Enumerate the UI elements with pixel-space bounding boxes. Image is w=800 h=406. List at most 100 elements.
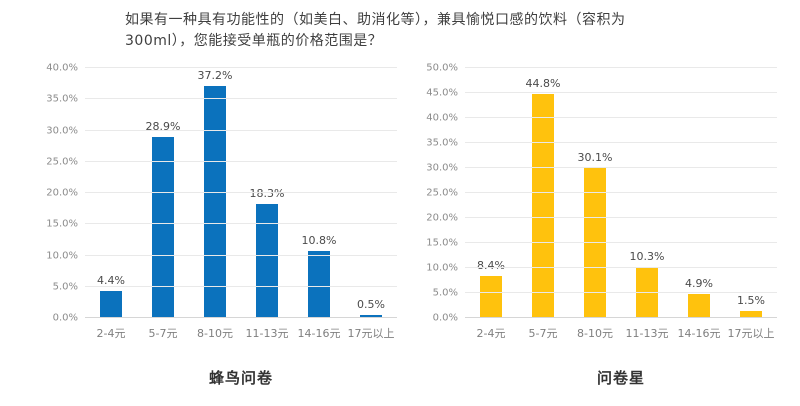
gridline [85,223,397,225]
chart-wenjuanxing-survey: 0.0% 5.0% 10.0% 15.0% 20.0% 25.0% 30.0% 35.0% 40… [425,63,777,388]
question-title-line2: 300ml），您能接受单瓶的价格范围是？ [125,33,383,49]
bar [532,94,554,318]
chart-body: 0.0% 5.0% 10.0% 15.0% 20.0% 25.0% 30.0% 35.0% 40… [425,63,777,324]
y-axis-tick-label: 35.0% [46,93,78,105]
chart-body: 0.0% 5.0% 10.0% 15.0% 20.0% 25.0% 30.0% 35.0% 40… [45,63,397,324]
gridline [465,217,777,218]
bar-value-label: 18.3% [249,186,285,200]
x-axis: 2-4元 5-7元 8-10元 11-13元 14-16元 17元以上 [85,325,397,341]
bar-value-label: 4.4% [97,273,125,287]
x-axis-category-label: 17元以上 [727,327,775,340]
gridline [85,192,397,193]
bar-value-label: 4.9% [685,276,713,290]
bar-columns: 8.4% 44.8% 30.1% 10.3% 4.9% 1.5% [465,68,777,318]
y-axis-tick-label: 0.0% [52,312,78,324]
y-axis-tick-label: 45.0% [426,87,458,99]
gridline [85,129,397,131]
gridline [465,167,777,168]
y-axis-tick-label: 30.0% [46,125,78,136]
x-axis-category-label: 17元以上 [347,327,395,340]
bar-value-label: 30.1% [577,150,613,164]
gridline [85,254,397,256]
gridline [465,267,777,268]
y-axis-tick-label: 5.0% [432,287,458,299]
y-axis-tick-label: 40.0% [426,112,458,124]
x-axis-category-label: 5-7元 [528,327,558,340]
y-axis-tick-label: 5.0% [52,281,78,293]
charts-row: 0.0% 5.0% 10.0% 15.0% 20.0% 25.0% 30.0% 35.0% 40… [0,63,800,388]
y-axis-tick-label: 10.0% [426,262,458,274]
bar-value-label: 0.5% [357,297,385,311]
bar [256,203,278,318]
gridline [465,242,777,243]
x-axis-baseline [465,317,777,318]
bar-value-label: 28.9% [145,120,181,134]
bar-value-label: 10.3% [629,249,665,263]
bar-column: 44.8% [517,68,569,318]
question-title-line1: 如果有一种具有功能性的（如美白、助消化等），兼具愉悦口感的饮料（容积为 [125,12,626,28]
bar-column: 4.4% [85,68,137,318]
bar-column: 0.5% [345,68,397,318]
bar [152,137,174,318]
bar-columns: 4.4% 28.9% 37.2% 18.3% 10.8% 0.5% [85,68,397,318]
y-axis-tick-label: 0.0% [432,312,458,324]
x-axis-category-label: 14-16元 [297,327,341,340]
gridline [465,292,777,293]
gridline [465,67,777,68]
bar-value-label: 8.4% [477,259,505,272]
gridline [85,160,397,162]
gridline [85,98,397,100]
bar-column: 10.3% [621,68,673,318]
gridline [85,285,397,287]
y-axis-tick-label: 35.0% [426,137,458,149]
bar-column: 18.3% [241,68,293,318]
x-axis-category-label: 14-16元 [677,327,721,340]
gridline [465,142,777,143]
x-axis-category-label: 11-13元 [245,327,289,340]
bar-value-label: 44.8% [525,77,561,90]
bar [480,276,502,318]
plot-area: 8.4% 44.8% 30.1% 10.3% 4.9% 1.5% [465,67,777,318]
bar-value-label: 10.8% [301,233,337,247]
bar [308,250,330,318]
x-axis-category-label: 2-4元 [96,327,126,340]
chart-fengniao-survey: 0.0% 5.0% 10.0% 15.0% 20.0% 25.0% 30.0% 35.0% 40… [45,63,397,388]
y-axis-tick-label: 40.0% [46,62,78,74]
gridline [465,92,777,93]
bar-column: 8.4% [465,68,517,318]
bar-value-label: 1.5% [737,293,765,307]
gridline [465,192,777,193]
bar-column: 4.9% [673,68,725,318]
question-title: 如果有一种具有功能性的（如美白、助消化等），兼具愉悦口感的饮料（容积为 300m… [125,10,705,52]
y-axis-tick-label: 25.0% [46,156,78,168]
bar-column: 1.5% [725,68,777,318]
y-axis-tick-label: 15.0% [426,237,458,249]
bar-column: 28.9% [137,68,189,318]
x-axis-category-label: 11-13元 [625,327,669,340]
y-axis-tick-label: 20.0% [426,212,458,224]
x-axis-baseline [85,317,397,318]
bar [740,310,762,318]
plot-area: 4.4% 28.9% 37.2% 18.3% 10.8% 0.5% [85,67,397,318]
y-axis: 0.0% 5.0% 10.0% 15.0% 20.0% 25.0% 30.0% 35.0% 40… [45,63,85,324]
gridline [465,117,777,118]
bar [204,85,226,318]
bar [688,293,710,318]
bar [360,314,382,318]
y-axis-tick-label: 15.0% [46,218,78,230]
bar [100,290,122,318]
chart-title: 蜂鸟问卷 [208,369,273,387]
bar-value-label: 37.2% [197,68,233,82]
bar-column: 37.2% [189,68,241,318]
x-axis-category-label: 2-4元 [476,327,506,340]
x-axis: 2-4元 5-7元 8-10元 11-13元 14-16元 17元以上 [465,325,777,341]
y-axis-tick-label: 10.0% [46,250,78,261]
chart-title: 问卷星 [596,369,645,387]
y-axis-tick-label: 25.0% [426,187,458,199]
x-axis-category-label: 8-10元 [197,327,233,340]
survey-chart-page: 如果有一种具有功能性的（如美白、助消化等），兼具愉悦口感的饮料（容积为 300m… [0,10,800,406]
y-axis-tick-label: 30.0% [426,162,458,174]
y-axis: 0.0% 5.0% 10.0% 15.0% 20.0% 25.0% 30.0% 35.0% 40… [425,63,465,324]
bar-column: 30.1% [569,68,621,318]
gridline [85,67,397,68]
